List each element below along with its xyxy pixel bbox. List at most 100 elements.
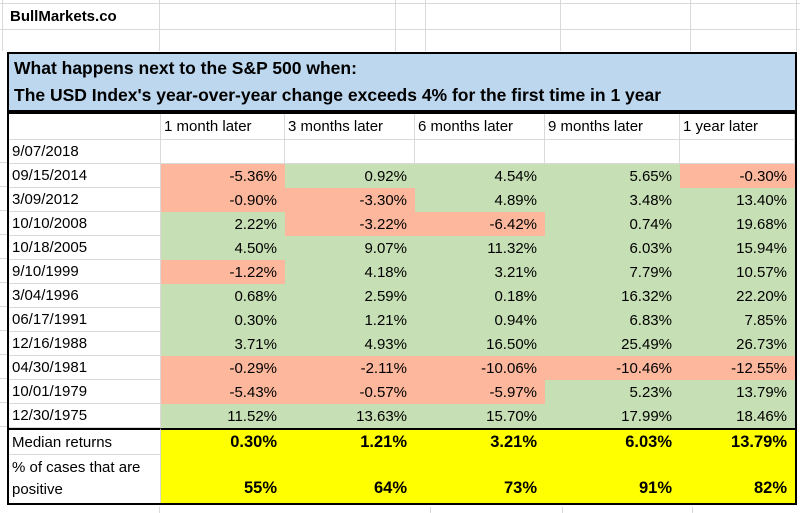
return-cell: 4.54%	[415, 164, 545, 188]
table-title-line1: What happens next to the S&P 500 when:	[14, 58, 357, 78]
return-cell: -6.42%	[415, 212, 545, 236]
table-title-line2: The USD Index's year-over-year change ex…	[14, 85, 662, 105]
return-cell: 2.59%	[285, 284, 415, 308]
table-title-block: What happens next to the S&P 500 when: T…	[7, 52, 797, 112]
median-value: 13.79%	[680, 428, 795, 455]
return-cell: 15.94%	[680, 236, 795, 260]
corner-cell	[9, 114, 161, 140]
date-cell: 10/18/2005	[9, 236, 161, 260]
date-cell: 9/07/2018	[9, 140, 161, 164]
gridline	[395, 0, 396, 51]
return-cell	[680, 140, 795, 164]
return-cell: -3.22%	[285, 212, 415, 236]
return-cell: 4.18%	[285, 260, 415, 284]
return-cell: 3.21%	[415, 260, 545, 284]
pct-positive-value: 55%	[161, 455, 285, 503]
date-cell: 10/10/2008	[9, 212, 161, 236]
return-cell: 3.71%	[161, 332, 285, 356]
gridline-stubs	[0, 139, 7, 427]
return-cell: 26.73%	[680, 332, 795, 356]
return-cell: 16.32%	[545, 284, 680, 308]
gridline	[159, 0, 160, 51]
return-cell: 17.99%	[545, 404, 680, 428]
return-cell: 13.63%	[285, 404, 415, 428]
return-cell: 4.93%	[285, 332, 415, 356]
pct-positive-value: 91%	[545, 455, 680, 503]
gridline	[2, 0, 3, 51]
gridline	[0, 29, 800, 30]
return-cell: 13.79%	[680, 380, 795, 404]
column-header: 1 month later	[161, 114, 285, 140]
pct-positive-label: % of cases that are positive	[9, 455, 161, 503]
pct-positive-value: 64%	[285, 455, 415, 503]
gridline	[0, 3, 800, 4]
return-cell	[415, 140, 545, 164]
gridline	[562, 507, 563, 513]
return-cell: 0.68%	[161, 284, 285, 308]
return-cell: 25.49%	[545, 332, 680, 356]
return-cell: -0.90%	[161, 188, 285, 212]
return-cell: 0.94%	[415, 308, 545, 332]
return-cell: 5.23%	[545, 380, 680, 404]
return-cell: -10.46%	[545, 356, 680, 380]
return-cell: 1.21%	[285, 308, 415, 332]
gridline	[430, 507, 431, 513]
gridline	[560, 0, 561, 51]
median-label: Median returns	[9, 428, 161, 455]
gridline	[796, 0, 797, 51]
return-cell: 19.68%	[680, 212, 795, 236]
return-cell: -5.43%	[161, 380, 285, 404]
returns-table: 1 month later 3 months later 6 months late…	[7, 112, 797, 505]
pct-positive-value: 73%	[415, 455, 545, 503]
return-cell: -5.97%	[415, 380, 545, 404]
return-cell: 7.85%	[680, 308, 795, 332]
date-cell: 06/17/1991	[9, 308, 161, 332]
return-cell: 4.50%	[161, 236, 285, 260]
gridline	[690, 0, 691, 51]
return-cell: -12.55%	[680, 356, 795, 380]
return-cell: 2.22%	[161, 212, 285, 236]
return-cell: 6.83%	[545, 308, 680, 332]
return-cell: 13.40%	[680, 188, 795, 212]
return-cell	[285, 140, 415, 164]
return-cell: 18.46%	[680, 404, 795, 428]
column-header: 1 year later	[680, 114, 795, 140]
return-cell: -2.11%	[285, 356, 415, 380]
return-cell: 11.32%	[415, 236, 545, 260]
return-cell	[161, 140, 285, 164]
return-cell: -10.06%	[415, 356, 545, 380]
median-value: 1.21%	[285, 428, 415, 455]
return-cell: 3.48%	[545, 188, 680, 212]
return-cell: 9.07%	[285, 236, 415, 260]
return-cell: 6.03%	[545, 236, 680, 260]
date-cell: 09/15/2014	[9, 164, 161, 188]
median-value: 3.21%	[415, 428, 545, 455]
gridline	[159, 507, 160, 513]
return-cell: -3.30%	[285, 188, 415, 212]
return-cell: 22.20%	[680, 284, 795, 308]
date-cell: 10/01/1979	[9, 380, 161, 404]
return-cell	[545, 140, 680, 164]
pct-positive-value: 82%	[680, 455, 795, 503]
return-cell: 0.30%	[161, 308, 285, 332]
date-cell: 3/09/2012	[9, 188, 161, 212]
return-cell: 16.50%	[415, 332, 545, 356]
pct-positive-label-line2: positive	[12, 481, 63, 498]
return-cell: 10.57%	[680, 260, 795, 284]
column-header: 3 months later	[285, 114, 415, 140]
date-cell: 3/04/1996	[9, 284, 161, 308]
gridline	[425, 0, 426, 51]
return-cell: -5.36%	[161, 164, 285, 188]
return-cell: -0.57%	[285, 380, 415, 404]
median-value: 0.30%	[161, 428, 285, 455]
date-cell: 9/10/1999	[9, 260, 161, 284]
return-cell: -0.29%	[161, 356, 285, 380]
date-cell: 04/30/1981	[9, 356, 161, 380]
return-cell: 0.18%	[415, 284, 545, 308]
gridline	[692, 507, 693, 513]
column-header: 9 months later	[545, 114, 680, 140]
brand-watermark: BullMarkets.co	[10, 8, 117, 25]
return-cell: 5.65%	[545, 164, 680, 188]
return-cell: 0.74%	[545, 212, 680, 236]
